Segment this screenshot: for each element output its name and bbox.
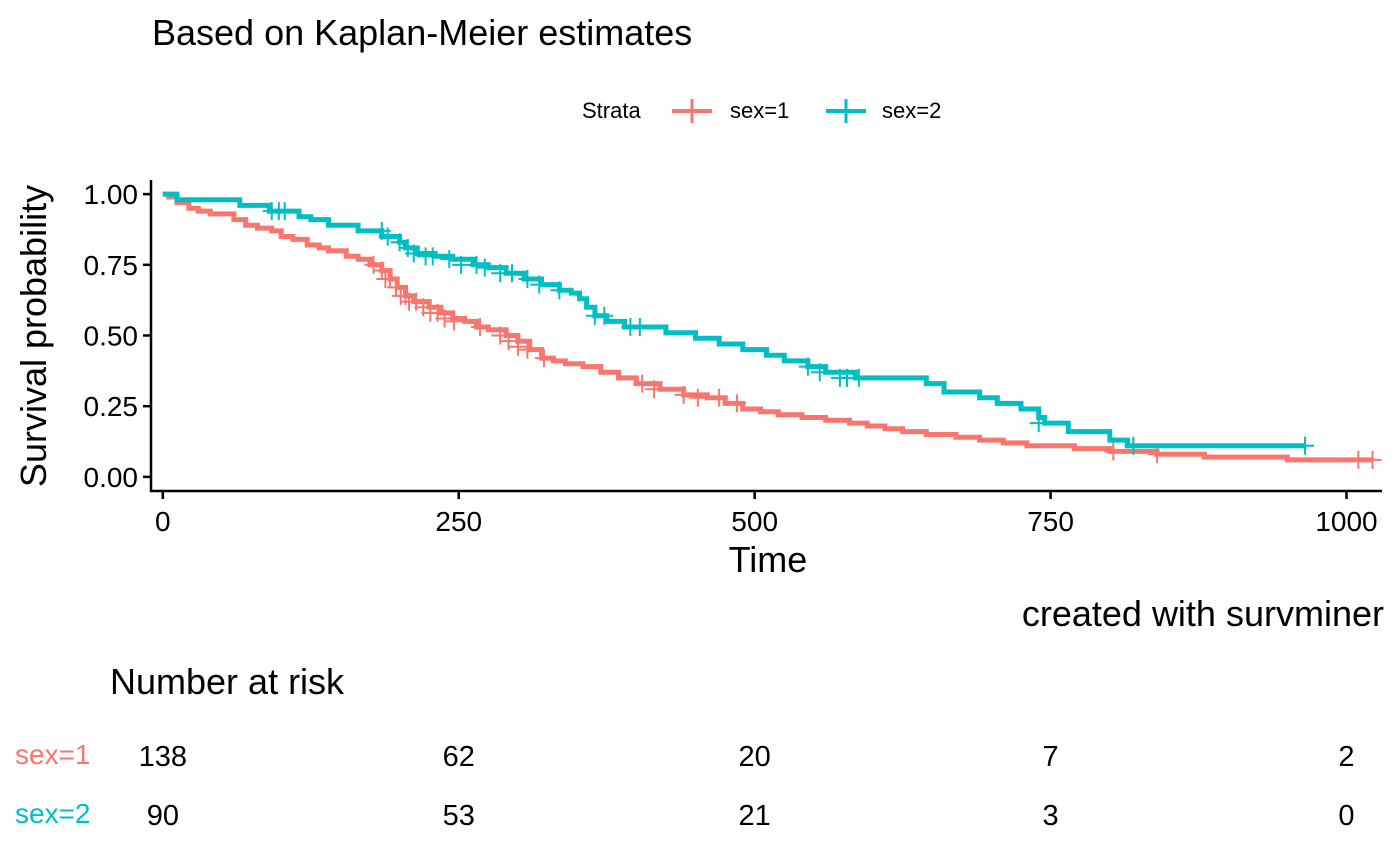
x-axis-label: Time (729, 539, 808, 580)
risk-count: 21 (738, 800, 771, 832)
risk-count: 62 (442, 741, 475, 773)
caption: created with survminer (1021, 593, 1384, 634)
censor-mark (810, 363, 829, 382)
y-tick-label: 0.00 (84, 462, 139, 493)
censor-mark (423, 247, 442, 266)
censor-mark (630, 318, 649, 337)
censor-mark (518, 340, 537, 359)
censor-mark (518, 269, 537, 288)
series-layer (162, 191, 1382, 469)
censor-mark (503, 264, 522, 283)
censor-mark (372, 261, 391, 280)
censor-mark (534, 349, 553, 368)
risk-count: 138 (138, 741, 188, 773)
x-tick-label: 0 (155, 506, 171, 537)
censor-mark (275, 202, 294, 221)
risk-count: 3 (1042, 800, 1059, 832)
censor-mark (550, 281, 569, 300)
censor-mark (1124, 436, 1143, 455)
legend-label-sex2: sex=2 (882, 98, 941, 123)
risk-row-label-sex1: sex=1 (15, 739, 91, 770)
chart-title: Based on Kaplan-Meier estimates (152, 12, 693, 53)
censor-mark (1296, 436, 1315, 455)
series-2 (162, 191, 1315, 455)
km-plot: Strata sex=1 sex=2 Survival probability … (13, 98, 1382, 580)
legend-key-sex1 (672, 99, 712, 123)
legend-label-sex1: sex=1 (730, 98, 789, 123)
risk-row-label-sex2: sex=2 (15, 798, 91, 829)
y-tick-label: 1.00 (84, 179, 139, 210)
censor-mark (475, 258, 494, 277)
risk-count: 90 (146, 800, 179, 832)
survival-curve-2 (162, 191, 1306, 449)
axes: 0.00 0.25 0.50 0.75 1.00 0 250 500 750 1000 (84, 179, 1382, 537)
censor-mark (1104, 442, 1123, 461)
risk-count: 2 (1338, 741, 1355, 773)
censor-mark (1363, 450, 1382, 469)
x-tick-label: 500 (731, 506, 778, 537)
risk-count: 0 (1338, 800, 1355, 832)
censor-mark (435, 309, 454, 328)
y-tick-label: 0.75 (84, 250, 139, 281)
censor-mark (387, 278, 406, 297)
censor-mark (633, 374, 652, 393)
censor-mark (710, 388, 729, 407)
censor-mark (798, 357, 817, 376)
y-tick-label: 0.25 (84, 391, 139, 422)
censor-mark (508, 337, 527, 356)
series-1 (162, 191, 1382, 469)
legend-key-sex2 (826, 99, 866, 123)
censor-mark (530, 275, 549, 294)
y-tick-label: 0.50 (84, 321, 139, 352)
survival-curve-1 (162, 191, 1373, 463)
y-axis-label: Survival probability (13, 185, 54, 487)
x-tick-label: 250 (435, 506, 482, 537)
legend: Strata sex=1 sex=2 (582, 98, 941, 123)
censor-mark (674, 385, 693, 404)
legend-title: Strata (582, 98, 641, 123)
censor-mark (440, 250, 459, 269)
censor-mark (727, 394, 746, 413)
x-tick-label: 750 (1027, 506, 1074, 537)
censor-mark (378, 227, 397, 246)
censor-mark (404, 244, 423, 263)
x-tick-label: 1000 (1315, 506, 1377, 537)
censor-mark (445, 312, 464, 331)
censor-mark (849, 368, 868, 387)
censor-mark (471, 318, 490, 337)
censor-mark (688, 388, 707, 407)
censor-mark (499, 332, 518, 351)
risk-count: 20 (738, 741, 771, 773)
censor-mark (645, 380, 664, 399)
censor-mark (467, 255, 486, 274)
censor-mark (452, 255, 471, 274)
risk-count: 7 (1042, 741, 1059, 773)
censor-mark (1029, 414, 1048, 433)
risk-count: 53 (442, 800, 475, 832)
censor-mark (595, 306, 614, 325)
risk-table-title: Number at risk (110, 661, 345, 702)
